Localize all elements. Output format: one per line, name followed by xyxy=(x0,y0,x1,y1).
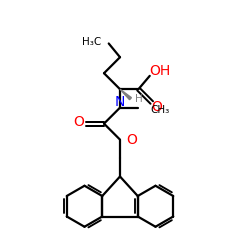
Polygon shape xyxy=(120,89,132,100)
Text: OH: OH xyxy=(150,64,171,78)
Text: O: O xyxy=(151,100,162,114)
Text: O: O xyxy=(126,133,137,147)
Text: H₃C: H₃C xyxy=(82,37,101,47)
Text: H: H xyxy=(135,94,143,104)
Text: N: N xyxy=(115,95,125,109)
Text: CH₃: CH₃ xyxy=(150,105,170,115)
Text: O: O xyxy=(73,116,84,130)
